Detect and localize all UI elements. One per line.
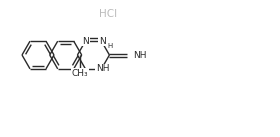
Text: H: H <box>107 43 112 49</box>
Text: NH: NH <box>134 51 147 59</box>
Text: HCl: HCl <box>99 9 117 19</box>
Text: CH₃: CH₃ <box>71 68 88 78</box>
Text: N: N <box>82 37 89 46</box>
Text: N: N <box>99 37 106 46</box>
Text: NH: NH <box>96 64 109 73</box>
